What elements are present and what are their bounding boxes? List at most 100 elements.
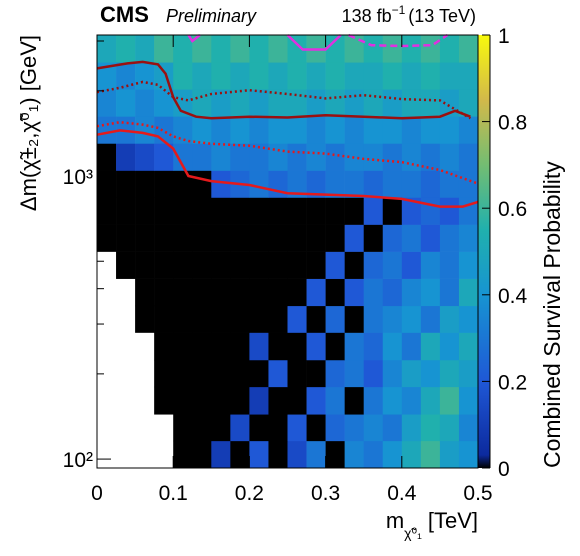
heat-cell bbox=[458, 62, 479, 90]
heat-cell bbox=[97, 143, 117, 171]
heat-cell bbox=[363, 143, 384, 171]
heat-cell bbox=[192, 440, 212, 469]
heat-cell bbox=[306, 305, 326, 333]
heat-cell bbox=[230, 332, 250, 361]
heat-cell bbox=[287, 116, 307, 144]
heat-cell bbox=[420, 89, 441, 117]
heat-cell bbox=[401, 35, 422, 63]
heat-cell bbox=[344, 224, 364, 252]
heat-cell bbox=[154, 278, 174, 307]
heat-cell bbox=[135, 197, 155, 225]
heat-cell bbox=[439, 116, 460, 144]
heat-cell bbox=[287, 278, 307, 307]
heat-cell bbox=[344, 251, 364, 279]
x-tick-label: 0.2 bbox=[235, 482, 264, 505]
heat-cell bbox=[287, 305, 307, 333]
lumi-exponent: −1 bbox=[392, 3, 406, 17]
heat-cell bbox=[382, 278, 403, 307]
heat-cell bbox=[173, 440, 193, 469]
z-tick-label: 0 bbox=[498, 458, 510, 481]
heat-cell bbox=[439, 359, 460, 388]
heat-cell bbox=[97, 89, 117, 117]
heat-cell bbox=[154, 251, 174, 279]
heat-cell bbox=[458, 251, 479, 279]
heat-cell bbox=[306, 170, 326, 198]
heat-cell bbox=[306, 414, 326, 442]
heat-cell bbox=[154, 197, 174, 225]
heat-cell bbox=[249, 170, 269, 198]
heat-cell bbox=[420, 116, 441, 144]
heat-cell bbox=[420, 386, 441, 415]
heat-cell bbox=[363, 224, 384, 252]
heat-cell bbox=[97, 224, 117, 252]
heat-cell bbox=[306, 116, 326, 144]
heat-cell bbox=[287, 386, 307, 415]
heat-cell bbox=[192, 170, 212, 198]
heat-cell bbox=[401, 116, 422, 144]
heat-cell bbox=[287, 35, 307, 63]
heat-cell bbox=[173, 224, 193, 252]
axes: 0 0.2 0.4 0.6 0.8 1 0 0.1 0.2 0.3 0.4 0.5 10² 10³ bbox=[63, 25, 528, 505]
heat-cell bbox=[306, 359, 326, 388]
x-tick-label: 0 bbox=[91, 482, 103, 505]
heat-cell bbox=[173, 278, 193, 307]
heat-cell bbox=[192, 251, 212, 279]
z-tick-label: 0.4 bbox=[498, 285, 528, 308]
heat-cell bbox=[401, 305, 422, 333]
heat-cell bbox=[420, 251, 441, 279]
heat-cell bbox=[116, 143, 136, 171]
heat-cell bbox=[287, 197, 307, 225]
heat-cell bbox=[325, 89, 345, 117]
heat-cell bbox=[306, 386, 326, 415]
heat-cell bbox=[420, 332, 441, 361]
heat-cell bbox=[173, 35, 193, 63]
heatmap bbox=[97, 35, 479, 469]
heat-cell bbox=[287, 414, 307, 442]
heat-cell bbox=[458, 414, 479, 442]
heat-cell bbox=[230, 359, 250, 388]
heat-cell bbox=[97, 116, 117, 144]
heat-cell bbox=[249, 197, 269, 225]
heat-cell bbox=[363, 414, 384, 442]
experiment-label: CMS bbox=[100, 2, 149, 27]
heat-cell bbox=[382, 251, 403, 279]
heat-cell bbox=[173, 386, 193, 415]
heat-cell bbox=[268, 386, 288, 415]
heat-cell bbox=[211, 386, 231, 415]
heat-cell bbox=[249, 414, 269, 442]
heat-cell bbox=[249, 332, 269, 361]
heat-cell bbox=[211, 224, 231, 252]
x-tick-label: 0.5 bbox=[463, 482, 492, 505]
heat-cell bbox=[230, 197, 250, 225]
heat-cell bbox=[268, 62, 288, 90]
heat-cell bbox=[287, 251, 307, 279]
heat-cell bbox=[192, 197, 212, 225]
heat-cell bbox=[230, 305, 250, 333]
heat-cell bbox=[135, 305, 155, 333]
heat-cell bbox=[97, 35, 117, 63]
heat-cell bbox=[173, 170, 193, 198]
heat-cell bbox=[363, 197, 384, 225]
energy: (13 TeV) bbox=[408, 6, 476, 26]
heat-cell bbox=[230, 386, 250, 415]
x-label-main: m bbox=[386, 508, 404, 533]
heat-cell bbox=[211, 35, 231, 63]
heat-cell bbox=[439, 332, 460, 361]
heat-cell bbox=[173, 116, 193, 144]
heat-cell bbox=[287, 170, 307, 198]
heat-cell bbox=[382, 414, 403, 442]
heat-cell bbox=[382, 143, 403, 171]
heat-cell bbox=[230, 35, 250, 63]
heat-cell bbox=[325, 251, 345, 279]
heat-cell bbox=[401, 224, 422, 252]
heat-cell bbox=[344, 332, 364, 361]
heat-cell bbox=[211, 143, 231, 171]
z-tick-label: 0.6 bbox=[498, 198, 527, 221]
heat-cell bbox=[154, 305, 174, 333]
heat-cell bbox=[230, 89, 250, 117]
heat-cell bbox=[325, 386, 345, 415]
x-axis-label: mχ̃⁰₁ [TeV] bbox=[386, 508, 478, 541]
heat-cell bbox=[458, 89, 479, 117]
heat-cell bbox=[401, 386, 422, 415]
